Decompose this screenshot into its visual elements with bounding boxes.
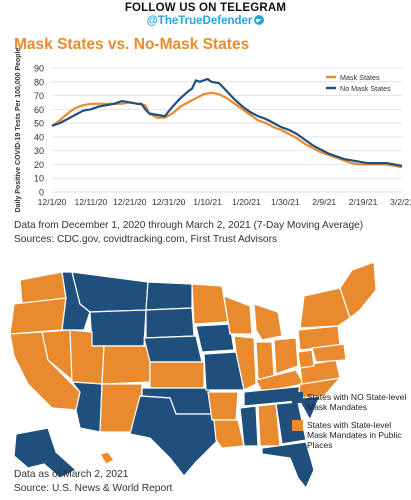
x-tick-label: 2/9/21	[312, 197, 336, 207]
state-oh	[273, 337, 299, 375]
state-wy	[89, 309, 147, 347]
map-legend: States with NO State-level Mask Mandates…	[292, 392, 407, 458]
series-line-no-mask	[51, 77, 403, 167]
state-hi	[99, 451, 115, 465]
map-note-source: Source: U.S. News & World Report	[14, 483, 173, 494]
state-co	[101, 345, 151, 385]
swatch-mask	[292, 420, 303, 431]
x-tick-label: 1/30/21	[271, 197, 300, 207]
map-note-date: Data as of March 2, 2021	[14, 469, 129, 480]
state-ar	[207, 391, 239, 421]
y-tick-label: 40	[34, 132, 44, 142]
x-tick-label: 2/19/21	[349, 197, 378, 207]
state-ne	[143, 335, 203, 363]
state-nj-md-de	[311, 343, 347, 363]
state-fl	[261, 441, 315, 490]
state-sd	[145, 307, 195, 339]
x-tick-label: 1/20/21	[232, 197, 261, 207]
x-tick-label: 1/10/21	[193, 197, 222, 207]
telegram-header: FOLLOW US ON TELEGRAM @TheTrueDefender	[0, 0, 411, 27]
y-tick-label: 30	[34, 146, 44, 156]
state-new-england	[339, 261, 377, 320]
y-tick-label: 70	[34, 91, 44, 101]
state-wv	[297, 349, 315, 369]
y-tick-label: 90	[34, 64, 44, 74]
y-axis-label: Daily Positive COVID-19 Tests Per 100,00…	[15, 47, 22, 212]
state-ms	[239, 405, 259, 447]
state-or	[9, 297, 67, 335]
y-tick-label: 10	[34, 174, 44, 184]
x-tick-label: 12/11/20	[74, 197, 107, 207]
y-tick-label: 80	[34, 77, 44, 87]
chart-note-data: Data from December 1, 2020 through March…	[14, 220, 364, 231]
state-mi	[253, 303, 283, 341]
state-ia	[195, 323, 235, 353]
swatch-no-mask	[292, 392, 303, 403]
state-ak	[13, 427, 78, 479]
state-la	[213, 419, 245, 449]
follow-text: FOLLOW US ON TELEGRAM	[124, 2, 287, 14]
state-tx	[129, 395, 219, 477]
state-nd	[145, 281, 193, 311]
telegram-handle[interactable]: @TheTrueDefender	[0, 15, 411, 27]
map-legend-label-no-mask: States with NO State-level Mask Mandates	[307, 392, 407, 412]
legend-label: No Mask States	[340, 84, 391, 93]
x-tick-label: 3/2/21	[390, 197, 411, 207]
state-ga	[275, 401, 307, 445]
x-tick-label: 12/21/20	[113, 197, 147, 207]
state-in	[255, 341, 275, 381]
state-ny	[299, 287, 351, 329]
state-il	[233, 335, 257, 391]
telegram-handle-text: @TheTrueDefender	[146, 15, 253, 27]
map-legend-item-mask: States with State-level Mask Mandates in…	[292, 420, 407, 450]
y-tick-label: 0	[39, 188, 44, 198]
map-legend-label-mask: States with State-level Mask Mandates in…	[307, 420, 402, 450]
y-tick-label: 60	[34, 105, 44, 115]
chart-title: Mask States vs. No-Mask States	[14, 36, 250, 53]
y-tick-label: 50	[34, 119, 44, 129]
y-tick-label: 20	[34, 160, 44, 170]
legend-label: Mask States	[340, 73, 380, 82]
x-tick-label: 12/1/20	[38, 197, 67, 207]
state-ks	[149, 361, 205, 389]
chart-note-sources: Sources: CDC.gov, covidtracking.com, Fir…	[14, 234, 278, 245]
state-mn	[191, 283, 229, 325]
state-mt	[71, 271, 149, 313]
map-legend-item-no-mask: States with NO State-level Mask Mandates	[292, 392, 407, 412]
x-tick-label: 12/31/20	[152, 197, 186, 207]
telegram-icon	[254, 15, 265, 25]
state-wi	[223, 295, 253, 335]
